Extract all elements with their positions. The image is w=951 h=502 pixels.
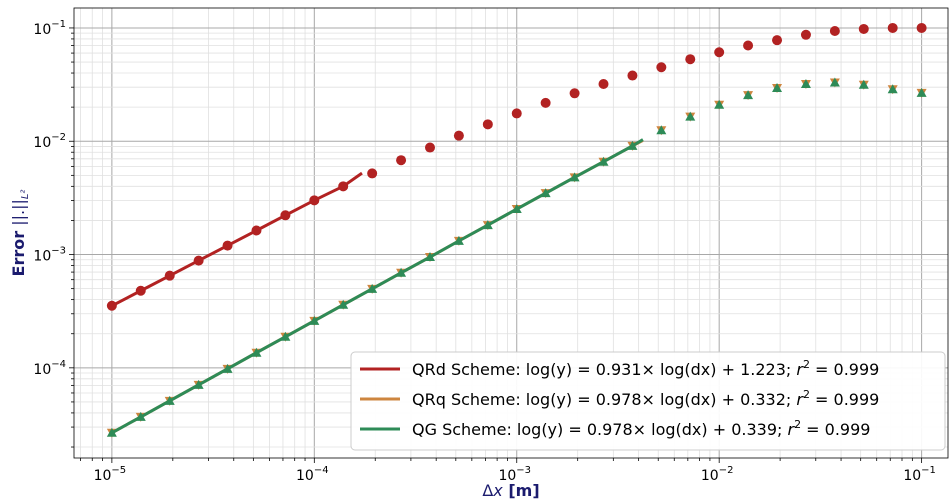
- fit-line: [111, 171, 363, 308]
- x-axis-unit: [m]: [503, 481, 540, 500]
- x-axis-var: x: [492, 481, 503, 500]
- legend-label-qrd: QRd Scheme: log(y) = 0.931× log(dx) + 1.…: [412, 358, 879, 379]
- legend-box: [350, 351, 946, 451]
- x-tick-label: 10−4: [296, 465, 329, 484]
- data-point: [800, 79, 811, 89]
- data-point: [222, 363, 233, 373]
- data-point: [396, 267, 407, 277]
- data-point: [858, 79, 869, 89]
- data-point: [540, 188, 551, 198]
- data-point: [309, 315, 320, 325]
- data-point: [424, 252, 435, 262]
- y-tick-label: 10−2: [33, 132, 66, 151]
- data-point: [540, 97, 551, 108]
- data-point: [858, 23, 869, 34]
- data-point: [338, 181, 349, 192]
- data-point: [916, 87, 927, 97]
- data-point: [164, 395, 175, 405]
- legend-label-qrq: QRq Scheme: log(y) = 0.978× log(dx) + 0.…: [412, 388, 879, 409]
- data-point: [280, 331, 291, 341]
- y-axis-main: Error: [9, 231, 28, 277]
- x-tick-label: 10−2: [701, 465, 734, 484]
- data-point: [511, 204, 522, 214]
- data-point: [453, 235, 464, 245]
- series-0: [106, 22, 927, 311]
- data-point: [627, 140, 638, 150]
- data-point: [714, 47, 725, 58]
- data-point: [106, 300, 117, 311]
- data-point: [569, 88, 580, 99]
- data-point: [453, 130, 464, 141]
- data-point: [656, 125, 667, 135]
- x-tick-label: 10−5: [94, 465, 127, 484]
- data-point: [193, 255, 204, 266]
- legend: QRd Scheme: log(y) = 0.931× log(dx) + 1.…: [350, 351, 946, 451]
- y-tick-label: 10−1: [33, 19, 66, 38]
- data-point: [222, 240, 233, 251]
- x-axis-delta: Δ: [482, 481, 493, 500]
- data-point: [338, 299, 349, 309]
- data-point: [714, 99, 725, 109]
- data-point: [511, 108, 522, 119]
- data-point: [482, 220, 493, 230]
- fit-line: [111, 138, 644, 435]
- data-point: [887, 84, 898, 94]
- data-point: [829, 77, 840, 87]
- axis-ticks: 10−5 10−4 10−3 10−2 10−1 10−4 10−3 10−2 10−1: [33, 19, 935, 484]
- data-point: [106, 427, 117, 437]
- data-point: [598, 156, 609, 166]
- data-point: [627, 70, 638, 81]
- plot-area: [106, 22, 927, 438]
- data-point: [743, 40, 754, 51]
- data-point: [367, 168, 378, 179]
- data-point: [743, 90, 754, 100]
- data-point: [193, 379, 204, 389]
- data-point: [656, 62, 667, 73]
- data-point: [482, 119, 493, 130]
- y-axis-sub: L²: [20, 190, 31, 200]
- legend-label-qg: QG Scheme: log(y) = 0.978× log(dx) + 0.3…: [412, 418, 870, 439]
- data-point: [916, 22, 927, 33]
- x-tick-label: 10−1: [903, 465, 936, 484]
- data-point: [251, 225, 262, 236]
- data-point: [829, 25, 840, 36]
- data-point: [251, 347, 262, 357]
- data-point: [685, 111, 696, 121]
- y-tick-label: 10−4: [33, 359, 66, 378]
- x-axis-label: Δx [m]: [482, 481, 539, 500]
- data-point: [135, 411, 146, 421]
- data-point: [396, 155, 407, 166]
- plot-frame: [73, 7, 949, 459]
- data-point: [309, 195, 320, 206]
- data-point: [424, 142, 435, 153]
- data-point: [887, 22, 898, 33]
- data-point: [135, 285, 146, 296]
- data-point: [280, 210, 291, 221]
- y-axis-norm: ||.||: [9, 199, 28, 231]
- data-point: [598, 79, 609, 90]
- y-axis-label: Error ||.||L²: [9, 190, 31, 277]
- series-2: [106, 77, 927, 437]
- data-point: [367, 283, 378, 293]
- x-tick-label: 10−3: [498, 465, 531, 484]
- data-point: [772, 83, 783, 93]
- data-point: [772, 35, 783, 46]
- data-point: [164, 270, 175, 281]
- data-point: [569, 172, 580, 182]
- y-tick-label: 10−3: [33, 246, 66, 265]
- data-point: [685, 54, 696, 65]
- data-point: [800, 29, 811, 40]
